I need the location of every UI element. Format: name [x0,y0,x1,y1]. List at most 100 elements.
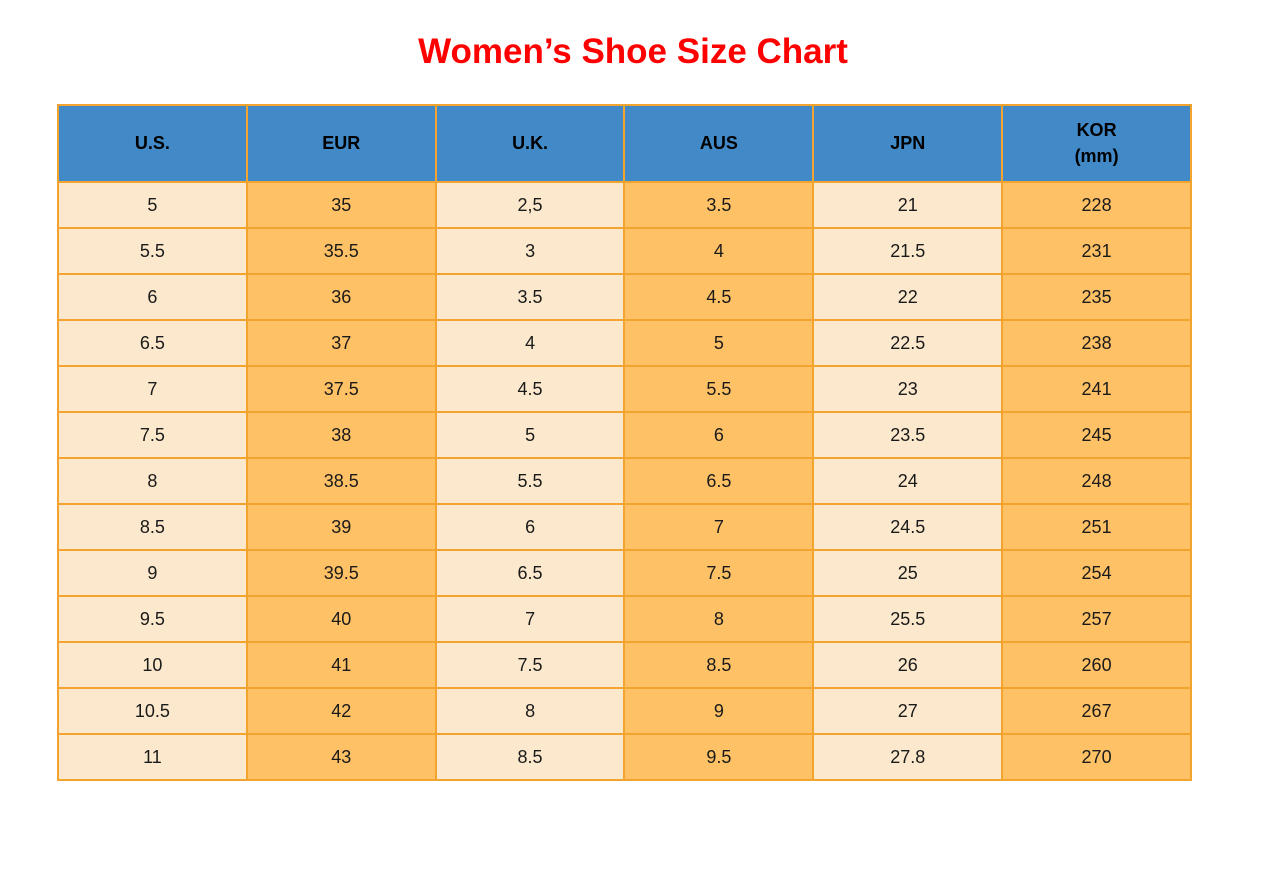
size-cell-aus: 7 [623,503,815,551]
size-cell-kor: 267 [1001,687,1192,735]
size-cell-us: 9 [57,549,248,597]
column-header-label: KOR [1076,120,1117,141]
size-cell-uk: 5 [434,411,626,459]
column-header-aus: AUS [623,104,815,183]
size-cell-kor: 228 [1001,181,1192,229]
size-cell-uk: 6 [434,503,626,551]
column-header-uk: U.K. [434,104,626,183]
size-cell-jpn: 24 [812,457,1004,505]
size-cell-eur: 35 [245,181,437,229]
size-cell-eur: 36 [245,273,437,321]
size-cell-kor: 270 [1001,733,1192,781]
size-chart-table: U.S. EUR U.K. AUS JPN KOR (mm) 5 35 2,5 3.5 21 228 5… [57,104,1192,781]
size-cell-kor: 260 [1001,641,1192,689]
column-header-eur: EUR [245,104,437,183]
column-header-label: JPN [890,132,926,153]
size-cell-us: 5 [57,181,248,229]
size-cell-eur: 37.5 [245,365,437,413]
size-cell-jpn: 25 [812,549,1004,597]
table-row: 5.5 35.5 3 4 21.5 231 [57,227,1192,275]
size-cell-uk: 7 [434,595,626,643]
table-row: 6.5 37 4 5 22.5 238 [57,319,1192,367]
size-cell-us: 6.5 [57,319,248,367]
size-cell-jpn: 24.5 [812,503,1004,551]
size-cell-us: 8.5 [57,503,248,551]
size-cell-aus: 5 [623,319,815,367]
column-header-sublabel: (mm) [1074,145,1119,166]
header-row: U.S. EUR U.K. AUS JPN KOR (mm) [57,104,1192,183]
size-cell-kor: 251 [1001,503,1192,551]
size-cell-uk: 7.5 [434,641,626,689]
size-cell-us: 7 [57,365,248,413]
column-header-label: U.K. [512,132,549,153]
table-body: 5 35 2,5 3.5 21 228 5.5 35.5 3 4 21.5 231 6 36 3.5 4.5 2… [57,181,1192,781]
size-cell-uk: 4 [434,319,626,367]
size-cell-uk: 8.5 [434,733,626,781]
size-cell-kor: 248 [1001,457,1192,505]
size-cell-aus: 4.5 [623,273,815,321]
size-cell-jpn: 25.5 [812,595,1004,643]
size-cell-aus: 6 [623,411,815,459]
size-cell-kor: 257 [1001,595,1192,643]
size-cell-kor: 245 [1001,411,1192,459]
size-cell-aus: 7.5 [623,549,815,597]
table-row: 11 43 8.5 9.5 27.8 270 [57,733,1192,781]
size-cell-jpn: 23.5 [812,411,1004,459]
size-cell-eur: 35.5 [245,227,437,275]
size-cell-aus: 6.5 [623,457,815,505]
size-cell-uk: 4.5 [434,365,626,413]
size-cell-aus: 9.5 [623,733,815,781]
size-cell-kor: 231 [1001,227,1192,275]
size-cell-jpn: 21.5 [812,227,1004,275]
table-row: 10.5 42 8 9 27 267 [57,687,1192,735]
size-cell-aus: 3.5 [623,181,815,229]
page-title: Women’s Shoe Size Chart [418,32,848,71]
size-cell-uk: 8 [434,687,626,735]
table-row: 9 39.5 6.5 7.5 25 254 [57,549,1192,597]
size-cell-jpn: 22 [812,273,1004,321]
table-row: 6 36 3.5 4.5 22 235 [57,273,1192,321]
column-header-jpn: JPN [812,104,1004,183]
size-cell-us: 7.5 [57,411,248,459]
size-cell-us: 6 [57,273,248,321]
size-cell-us: 5.5 [57,227,248,275]
table-row: 10 41 7.5 8.5 26 260 [57,641,1192,689]
size-cell-uk: 5.5 [434,457,626,505]
table-row: 7 37.5 4.5 5.5 23 241 [57,365,1192,413]
size-cell-us: 8 [57,457,248,505]
size-cell-eur: 38.5 [245,457,437,505]
table-row: 7.5 38 5 6 23.5 245 [57,411,1192,459]
table-row: 8.5 39 6 7 24.5 251 [57,503,1192,551]
size-cell-us: 9.5 [57,595,248,643]
size-cell-us: 10 [57,641,248,689]
size-cell-jpn: 26 [812,641,1004,689]
size-cell-eur: 39 [245,503,437,551]
size-cell-kor: 238 [1001,319,1192,367]
size-cell-jpn: 27 [812,687,1004,735]
size-cell-aus: 5.5 [623,365,815,413]
table-header: U.S. EUR U.K. AUS JPN KOR (mm) [57,104,1192,183]
size-cell-eur: 41 [245,641,437,689]
size-cell-jpn: 27.8 [812,733,1004,781]
size-cell-eur: 38 [245,411,437,459]
size-cell-aus: 8.5 [623,641,815,689]
size-cell-kor: 241 [1001,365,1192,413]
size-cell-eur: 43 [245,733,437,781]
column-header-label: EUR [322,132,361,153]
table-row: 8 38.5 5.5 6.5 24 248 [57,457,1192,505]
table-row: 9.5 40 7 8 25.5 257 [57,595,1192,643]
size-cell-kor: 254 [1001,549,1192,597]
size-cell-uk: 6.5 [434,549,626,597]
size-cell-jpn: 21 [812,181,1004,229]
size-cell-aus: 4 [623,227,815,275]
size-cell-uk: 2,5 [434,181,626,229]
size-cell-eur: 37 [245,319,437,367]
size-cell-us: 10.5 [57,687,248,735]
column-header-kor: KOR (mm) [1001,104,1192,183]
table-row: 5 35 2,5 3.5 21 228 [57,181,1192,229]
size-cell-jpn: 22.5 [812,319,1004,367]
size-cell-aus: 8 [623,595,815,643]
size-cell-us: 11 [57,733,248,781]
size-cell-eur: 40 [245,595,437,643]
size-cell-uk: 3.5 [434,273,626,321]
